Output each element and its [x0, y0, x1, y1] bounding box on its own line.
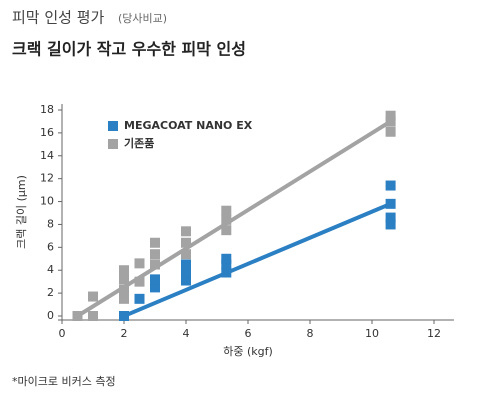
point — [88, 291, 98, 302]
x-tick-label: 6 — [245, 327, 252, 340]
point — [150, 282, 160, 293]
point — [150, 237, 160, 248]
point — [119, 265, 129, 276]
point — [181, 237, 191, 248]
y-tick-label: 0 — [47, 309, 54, 322]
chart-title: 피막 인성 평가 — [12, 9, 105, 27]
chart-subtitle: 크랙 길이가 작고 우수한 피막 인성 — [12, 40, 246, 59]
y-axis-label: 크랙 길이 (μm) — [15, 175, 28, 249]
y-tick-label: 14 — [40, 149, 54, 162]
x-tick-label: 0 — [59, 327, 66, 340]
point — [385, 198, 396, 209]
point — [119, 293, 129, 304]
point — [72, 311, 83, 321]
trend-line — [76, 119, 392, 318]
point — [385, 219, 396, 230]
y-tick-label: 4 — [47, 263, 54, 276]
point — [385, 110, 396, 121]
point — [385, 116, 396, 127]
point — [221, 214, 232, 225]
point — [150, 249, 160, 260]
y-tick-label: 12 — [40, 172, 54, 185]
point — [221, 267, 232, 278]
title-note: (당사비교) — [118, 12, 167, 25]
x-axis-label: 하중 (kgf) — [223, 344, 273, 358]
x-tick-label: 8 — [307, 327, 314, 340]
point — [181, 226, 191, 237]
x-tick-label: 4 — [183, 327, 190, 340]
footnote: *마이크로 비커스 측정 — [12, 375, 116, 388]
point — [88, 311, 98, 321]
y-tick-label: 6 — [47, 240, 54, 253]
y-tick-label: 2 — [47, 286, 54, 299]
point — [119, 311, 129, 321]
point — [181, 267, 191, 278]
legend-swatch — [108, 121, 118, 131]
point — [134, 276, 145, 287]
y-tick-label: 10 — [40, 195, 54, 208]
legend-label: MEGACOAT NANO EX — [124, 119, 253, 132]
point — [385, 180, 396, 191]
point — [150, 259, 160, 270]
x-tick-label: 12 — [427, 327, 441, 340]
point — [181, 259, 191, 270]
point — [385, 126, 396, 137]
y-tick-label: 8 — [47, 217, 54, 230]
legend-label: 기존품 — [124, 136, 154, 150]
point — [181, 275, 191, 286]
trend-line — [123, 202, 392, 318]
point — [134, 258, 145, 269]
x-tick-label: 10 — [365, 327, 379, 340]
point — [134, 293, 145, 304]
point — [221, 205, 232, 216]
point — [181, 249, 191, 260]
legend-swatch — [108, 139, 118, 149]
y-tick-label: 18 — [40, 103, 54, 116]
x-tick-label: 2 — [121, 327, 128, 340]
point — [150, 274, 160, 285]
point — [221, 225, 232, 236]
point — [221, 253, 232, 264]
point — [119, 284, 129, 295]
point — [221, 259, 232, 270]
point — [385, 212, 396, 223]
y-tick-label: 16 — [40, 126, 54, 139]
point — [119, 274, 129, 285]
